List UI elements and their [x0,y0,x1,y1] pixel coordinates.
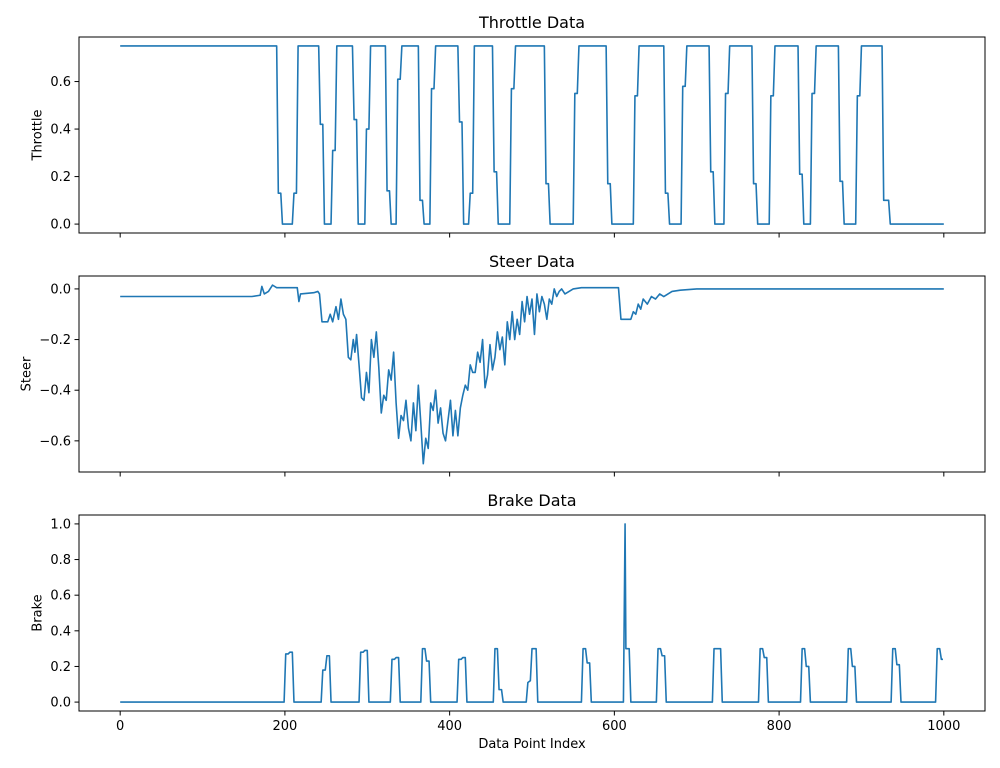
y-tick-label: 0.0 [50,696,71,711]
y-tick-label: −0.4 [39,384,71,399]
y-tick-label: 1.0 [50,517,71,532]
subplot-title: Brake Data [487,491,576,510]
axes-frame [78,514,986,712]
plot-area [120,523,943,703]
data-line [120,284,944,465]
y-tick-label: 0.0 [50,282,71,297]
x-tick-label: 200 [272,719,297,734]
subplot: Brake Data 0.0 0.2 0.4 0.6 0.8 1.0 0 200 400 600 80… [30,491,986,752]
axes-frame [78,36,986,234]
x-tick-label: 0 [116,719,124,734]
x-tick-label: 600 [602,719,627,734]
y-tick-label: 0.2 [50,660,71,675]
x-axis-label: Data Point Index [478,737,586,752]
subplot-title: Steer Data [489,252,575,271]
y-axis-label: Throttle [30,110,45,162]
y-tick-label: 0.4 [50,123,71,138]
plot-area [120,45,944,225]
y-tick-label: 0.4 [50,624,71,639]
y-tick-label: 0.2 [50,170,71,185]
y-axis-label: Brake [30,594,45,631]
y-tick-label: 0.6 [50,589,71,604]
x-tick-label: 400 [437,719,462,734]
x-tick-label: 1000 [927,719,960,734]
y-tick-label: 0.6 [50,75,71,90]
subplot: Steer Data −0.6 −0.4 −0.2 0.0 Steer [19,252,986,477]
data-line [120,45,944,225]
axes-frame [78,275,986,473]
y-tick-label: 0.8 [50,553,71,568]
subplot: Throttle Data 0.0 0.2 0.4 0.6 Throttle [30,13,986,238]
y-tick-label: −0.2 [39,333,71,348]
y-tick-label: −0.6 [39,434,71,449]
subplot-title: Throttle Data [478,13,585,32]
y-tick-label: 0.0 [50,218,71,233]
y-axis-label: Steer [19,356,34,391]
x-tick-label: 800 [767,719,792,734]
data-line [120,523,943,703]
plot-area [120,284,944,465]
